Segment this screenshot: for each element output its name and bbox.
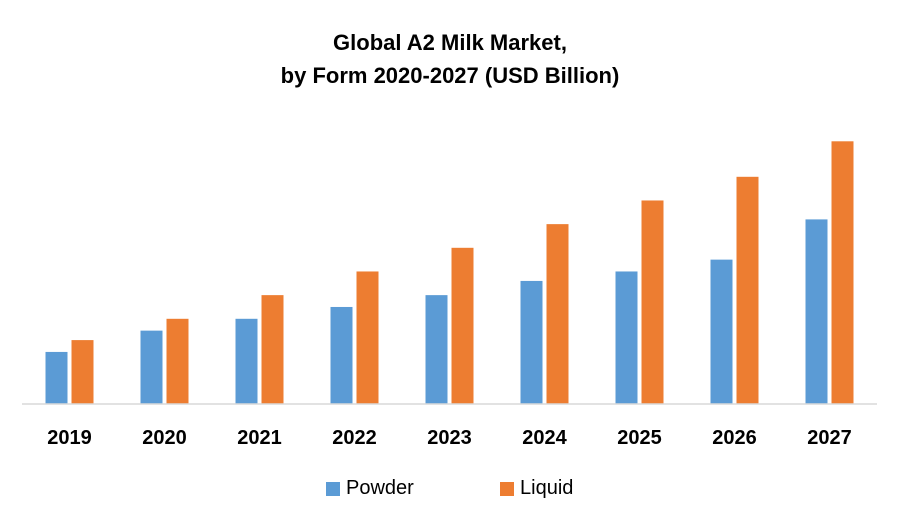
bar-liquid-2025 xyxy=(641,200,664,404)
bar-liquid-2026 xyxy=(736,176,759,404)
legend-label-liquid: Liquid xyxy=(520,477,574,499)
bars-group xyxy=(45,141,854,405)
bar-liquid-2023 xyxy=(451,247,474,404)
legend-item-powder: Powder xyxy=(326,477,414,500)
x-tick-label-2024: 2024 xyxy=(522,427,567,449)
bar-powder-2027 xyxy=(805,219,828,404)
bar-liquid-2027 xyxy=(831,141,854,405)
legend-swatch-powder xyxy=(326,481,340,496)
bar-powder-2021 xyxy=(235,318,258,404)
legend-item-liquid: Liquid xyxy=(500,477,573,500)
chart-title: Global A2 Milk Market, by Form 2020-2027… xyxy=(0,26,900,92)
chart-title-line-1: Global A2 Milk Market, xyxy=(333,30,567,55)
x-tick-label-2026: 2026 xyxy=(712,427,757,449)
bar-powder-2020 xyxy=(140,330,163,404)
x-tick-label-2025: 2025 xyxy=(617,427,662,449)
bar-powder-2019 xyxy=(45,351,68,404)
bar-powder-2025 xyxy=(615,271,638,404)
bar-chart: 2019 2020 2021 2022 2023 2024 2025 2026 2027 xyxy=(22,141,877,449)
bar-liquid-2024 xyxy=(546,224,569,404)
x-tick-label-2022: 2022 xyxy=(332,427,377,449)
bar-liquid-2021 xyxy=(261,295,284,404)
bar-liquid-2022 xyxy=(356,271,379,404)
legend: Powder Liquid xyxy=(0,477,900,505)
x-tick-label-2023: 2023 xyxy=(427,427,472,449)
bar-powder-2024 xyxy=(520,280,543,404)
x-tick-label-2019: 2019 xyxy=(47,427,92,449)
x-tick-label-2027: 2027 xyxy=(807,427,852,449)
bar-powder-2022 xyxy=(330,306,353,404)
x-tick-label-2021: 2021 xyxy=(237,427,282,449)
bar-liquid-2020 xyxy=(166,318,189,404)
bar-liquid-2019 xyxy=(71,340,94,404)
x-tick-label-2020: 2020 xyxy=(142,427,187,449)
bar-powder-2026 xyxy=(710,259,733,404)
legend-swatch-liquid xyxy=(500,481,514,496)
legend-label-powder: Powder xyxy=(346,477,414,499)
chart-title-line-2: by Form 2020-2027 (USD Billion) xyxy=(280,63,620,88)
bar-powder-2023 xyxy=(425,295,448,404)
x-tick-labels: 2019 2020 2021 2022 2023 2024 2025 2026 2027 xyxy=(47,427,852,449)
